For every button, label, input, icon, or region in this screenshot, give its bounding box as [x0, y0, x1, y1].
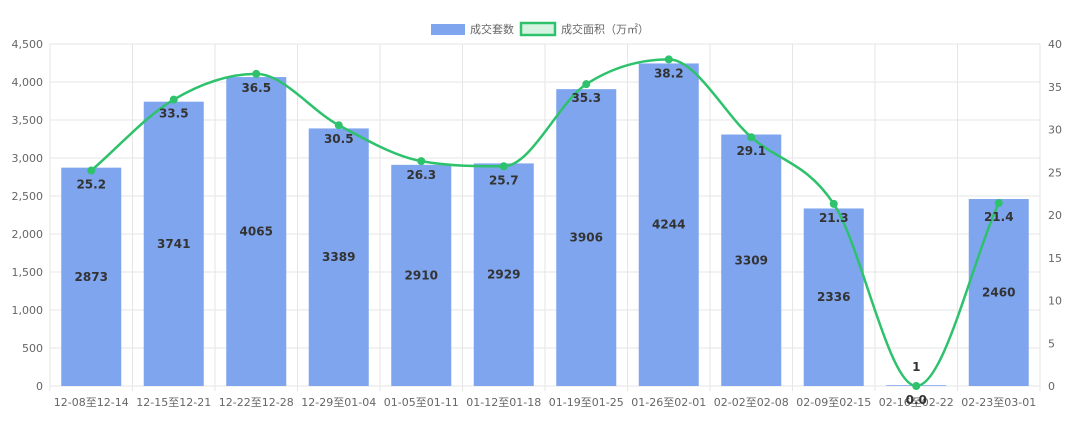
line-value-label: 21.4 [984, 210, 1014, 224]
left-tick-label: 2,500 [12, 190, 44, 203]
bar-value-label: 2460 [982, 286, 1015, 300]
bar-value-label: 3309 [735, 253, 768, 267]
left-tick-label: 0 [36, 380, 43, 393]
line-value-label: 0.0 [906, 393, 927, 407]
x-tick-label: 12-29至01-04 [301, 396, 376, 409]
bar-value-label: 1 [912, 360, 920, 374]
bar-value-label: 3741 [157, 237, 190, 251]
left-tick-label: 3,500 [12, 114, 44, 127]
left-axis: 0 500 1,000 1,500 2,000 2,500 3,000 3,500 4,000 4… [12, 38, 44, 393]
grid [49, 43, 1041, 391]
line-value-label: 35.3 [571, 91, 601, 105]
line-point [994, 199, 1003, 208]
x-tick-label: 01-19至01-25 [549, 396, 624, 409]
line-value-label: 21.3 [819, 211, 849, 225]
line-point [912, 382, 921, 390]
x-tick-label: 01-12至01-18 [466, 396, 541, 409]
bar [391, 164, 452, 386]
x-tick-label: 01-26至02-01 [631, 396, 706, 409]
bar-value-label: 2873 [75, 270, 108, 284]
right-tick-label: 5 [1048, 337, 1055, 350]
left-tick-label: 500 [22, 342, 43, 355]
x-tick-label: 01-05至01-11 [384, 396, 459, 409]
bar [968, 199, 1029, 386]
line-value-label: 25.7 [489, 173, 519, 187]
bar-value-label: 4065 [240, 225, 273, 239]
legend: 成交套数 成交面积（万㎡） [431, 21, 649, 37]
left-tick-label: 4,000 [12, 76, 44, 89]
x-tick-label: 02-16至02-22 [879, 396, 954, 409]
line-point [499, 162, 508, 171]
x-tick-label: 12-08至12-14 [54, 396, 129, 409]
line-point [582, 80, 591, 89]
line-points [87, 55, 1003, 390]
line-point [829, 199, 838, 208]
line-point [334, 121, 343, 130]
bar [226, 77, 287, 386]
bar [721, 134, 782, 386]
bar-value-label: 2336 [817, 290, 850, 304]
line-labels: 25.2 33.5 36.5 30.5 26.3 25.7 35.3 38.2 29.1 21.3… [76, 66, 1013, 407]
right-axis: 0 5 10 15 20 25 30 35 40 [1048, 38, 1062, 393]
line-point [747, 133, 756, 142]
legend-line-label: 成交面积（万㎡） [561, 22, 649, 36]
right-tick-label: 20 [1048, 209, 1062, 222]
line-value-label: 38.2 [654, 66, 684, 80]
bar [638, 63, 699, 387]
x-tick-label: 12-15至12-21 [136, 396, 211, 409]
line-point [417, 157, 426, 166]
line-point [252, 69, 261, 78]
bar [143, 101, 204, 387]
right-tick-label: 0 [1048, 380, 1055, 393]
line-value-label: 33.5 [159, 107, 189, 121]
line-point [169, 95, 178, 104]
bar-value-label: 3389 [322, 250, 355, 264]
bar-value-label: 3906 [570, 231, 603, 245]
x-tick-label: 02-23至03-01 [961, 396, 1036, 409]
bar-labels: 2873 3741 4065 3389 2910 2929 3906 4244 3309 2336… [75, 218, 1016, 374]
bar-series [61, 63, 1029, 387]
bar-value-label: 4244 [652, 218, 685, 232]
right-tick-label: 15 [1048, 252, 1062, 265]
left-tick-label: 2,000 [12, 228, 44, 241]
right-tick-label: 30 [1048, 124, 1062, 137]
line-point [87, 166, 96, 175]
bar-value-label: 2910 [405, 268, 438, 282]
bar [473, 163, 534, 386]
left-tick-label: 4,500 [12, 38, 44, 51]
left-tick-label: 3,000 [12, 152, 44, 165]
right-tick-label: 10 [1048, 295, 1062, 308]
bar [61, 167, 122, 386]
bar [556, 89, 617, 387]
bar [803, 208, 864, 386]
right-tick-label: 25 [1048, 166, 1062, 179]
x-tick-label: 02-09至02-15 [796, 396, 871, 409]
x-tick-label: 02-02至02-08 [714, 396, 789, 409]
bar-value-label: 2929 [487, 268, 520, 282]
line-value-label: 25.2 [76, 178, 106, 192]
line-value-label: 26.3 [406, 168, 436, 182]
line-value-label: 29.1 [736, 144, 766, 158]
right-tick-label: 35 [1048, 81, 1062, 94]
x-tick-label: 12-22至12-28 [219, 396, 294, 409]
legend-line-swatch [519, 21, 557, 37]
legend-bar-swatch [431, 24, 465, 35]
x-axis: 12-08至12-14 12-15至12-21 12-22至12-28 12-29至0… [54, 396, 1036, 409]
left-tick-label: 1,500 [12, 266, 44, 279]
line-value-label: 36.5 [241, 81, 271, 95]
bar [308, 128, 369, 386]
legend-bar-label: 成交套数 [470, 22, 514, 36]
right-tick-label: 40 [1048, 38, 1062, 51]
left-tick-label: 1,000 [12, 304, 44, 317]
line-value-label: 30.5 [324, 132, 354, 146]
line-point [664, 55, 673, 64]
